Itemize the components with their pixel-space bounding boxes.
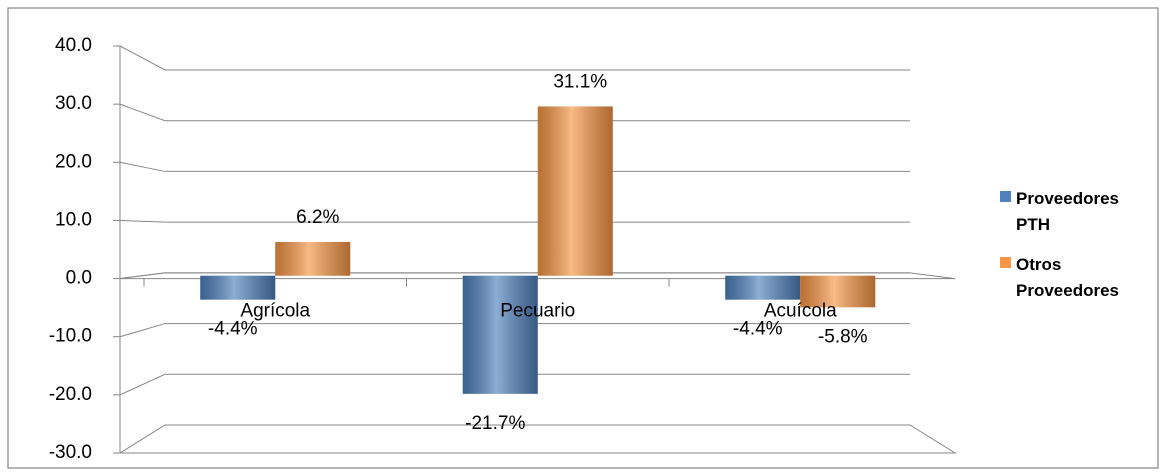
legend: Proveedores PTH Otros Proveedores [1000, 186, 1160, 318]
zero-plane [119, 272, 956, 280]
y-tick-label: -20.0 [49, 384, 92, 405]
bar-shade [462, 275, 538, 394]
y-tick-label: 30.0 [55, 93, 92, 114]
chart-border [7, 7, 1159, 469]
grid-line [119, 323, 910, 338]
legend-label: Proveedores PTH [1016, 189, 1119, 234]
legend-item: Proveedores PTH [1000, 186, 1160, 238]
y-tick-label: 20.0 [55, 151, 92, 172]
bar-shade [537, 106, 613, 276]
value-label: -5.8% [818, 326, 868, 347]
value-label: 31.1% [553, 71, 607, 92]
legend-swatch [1000, 257, 1011, 268]
x-tick-label: Pecuario [500, 301, 575, 322]
grid-line [119, 424, 957, 454]
y-tick-label: 0.0 [66, 268, 92, 289]
bar-shade [200, 275, 276, 300]
value-label: -21.7% [465, 413, 525, 434]
bar-shade [275, 241, 351, 276]
y-tick-label: -10.0 [49, 326, 92, 347]
y-tick-label: 10.0 [55, 209, 92, 230]
legend-item: Otros Proveedores [1000, 252, 1160, 304]
y-tick-label: -30.0 [49, 442, 92, 463]
bar-shade [800, 275, 876, 308]
x-tick-label: Agrícola [240, 301, 310, 322]
y-tick-label: 40.0 [55, 35, 92, 56]
grid-line [119, 45, 910, 71]
x-tick-label: Acuícola [764, 301, 837, 322]
grid-line [119, 373, 910, 396]
legend-label: Otros Proveedores [1016, 255, 1119, 300]
legend-swatch [1000, 191, 1011, 202]
value-label: 6.2% [296, 207, 339, 228]
value-label: -4.4% [733, 319, 783, 340]
bar-shade [725, 275, 801, 300]
grid-line [119, 103, 910, 122]
value-label: -4.4% [208, 319, 258, 340]
grid-line [119, 161, 910, 172]
grid-line [119, 219, 910, 223]
